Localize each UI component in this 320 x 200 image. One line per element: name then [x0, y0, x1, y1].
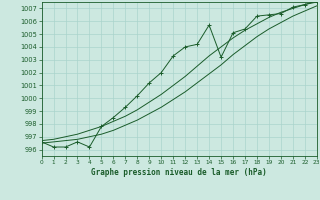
X-axis label: Graphe pression niveau de la mer (hPa): Graphe pression niveau de la mer (hPa): [91, 168, 267, 177]
